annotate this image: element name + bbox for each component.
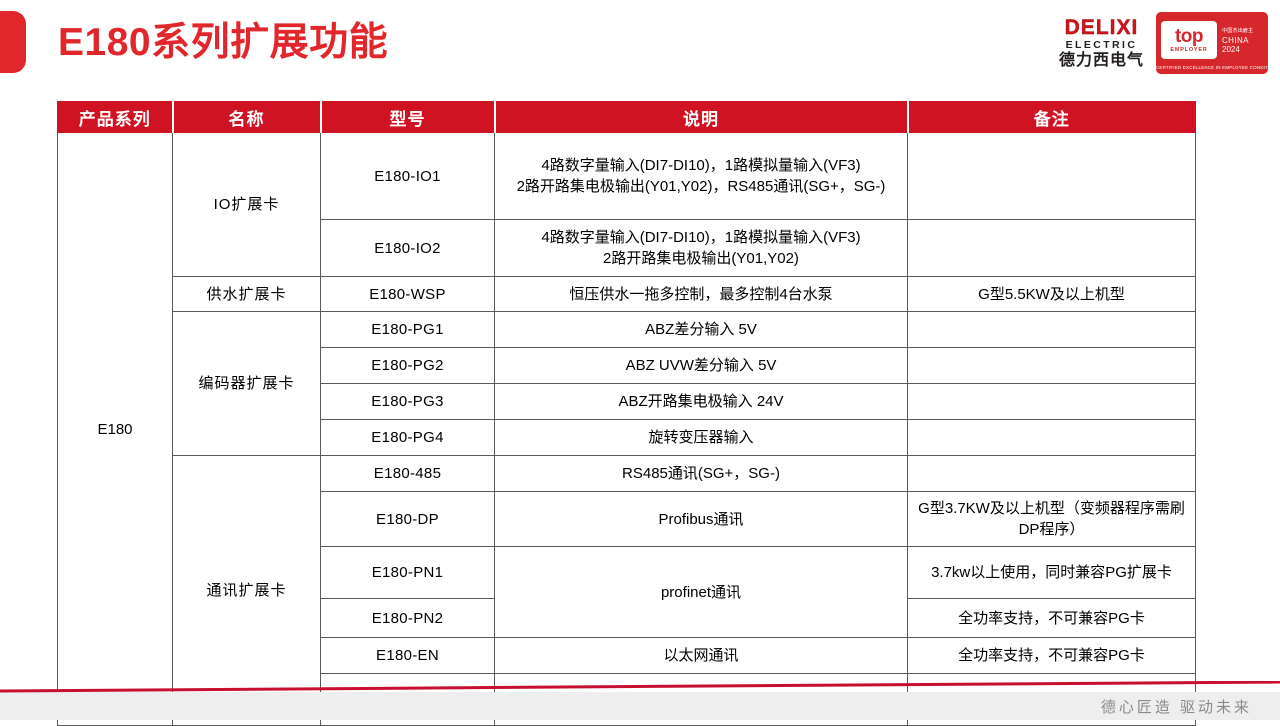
spec-table: 产品系列 名称 型号 说明 备注 E180 IO扩展卡 E180-IO1 4路数… <box>57 101 1196 726</box>
cell-model: E180-PG4 <box>320 419 495 456</box>
cell-description: 恒压供水一拖多控制，最多控制4台水泵 <box>494 276 908 312</box>
cell-model: E180-PG1 <box>320 311 495 348</box>
cell-description: ABZ差分输入 5V <box>494 311 908 348</box>
table-row: E180-IO2 4路数字量输入(DI7-DI10)，1路模拟量输入(VF3) 2… <box>58 219 1196 277</box>
delixi-logo: DELIXI ELECTRIC 德力西电气 <box>1059 17 1144 70</box>
table-row: E180-PG4 旋转变压器输入 <box>58 419 1196 456</box>
delixi-chinese-name: 德力西电气 <box>1058 52 1144 70</box>
cell-model: E180-PG2 <box>320 347 495 384</box>
footer-rule <box>0 681 1280 693</box>
cell-description: RS485通讯(SG+，SG-) <box>494 455 908 492</box>
cell-note <box>907 419 1196 456</box>
table-row: E180-PN1 profinet通讯 3.7kw以上使用，同时兼容PG扩展卡 <box>58 546 1196 638</box>
cell-description: 旋转变压器输入 <box>494 419 908 456</box>
top-employer-badge: top EMPLOYER 中国杰出雇主 CHINA 2024 CERTIFIED… <box>1156 12 1280 74</box>
footer-band <box>0 692 1280 720</box>
cell-note: 全功率支持，不可兼容PG卡 <box>907 637 1196 674</box>
cell-note: G型5.5KW及以上机型 <box>907 276 1196 312</box>
top-employer-top-word: top <box>1174 25 1204 47</box>
cell-description: ABZ开路集电极输入 24V <box>494 383 908 420</box>
cell-note <box>907 132 1196 220</box>
top-employer-mark: top EMPLOYER <box>1161 21 1217 59</box>
cell-note <box>907 219 1196 277</box>
cell-description: 4路数字量输入(DI7-DI10)，1路模拟量输入(VF3) 2路开路集电极输出(… <box>494 219 908 277</box>
top-employer-region-cn: 中国杰出雇主 <box>1222 27 1254 34</box>
cell-description: 以太网通讯 <box>494 637 908 674</box>
spec-table-container: 产品系列 名称 型号 说明 备注 E180 IO扩展卡 E180-IO1 4路数… <box>57 101 1196 726</box>
cell-note <box>907 347 1196 384</box>
cell-model: E180-PG3 <box>320 383 495 420</box>
cell-model: E180-EN <box>320 637 495 674</box>
cell-note: G型3.7KW及以上机型（变频器程序需刷DP程序） <box>907 491 1196 547</box>
top-employer-region: 中国杰出雇主 CHINA 2024 <box>1222 27 1253 54</box>
top-employer-main: top EMPLOYER 中国杰出雇主 CHINA 2024 <box>1156 12 1268 65</box>
top-employer-strip: CERTIFIED EXCELLENCE IN EMPLOYEE CONDITI… <box>1156 65 1280 70</box>
cell-model: E180-DP <box>320 491 495 547</box>
top-employer-region-en: CHINA <box>1222 35 1249 45</box>
column-header-series: 产品系列 <box>57 101 173 133</box>
cell-note: 3.7kw以上使用，同时兼容PG扩展卡 <box>907 546 1196 599</box>
cell-note <box>907 311 1196 348</box>
table-row: 编码器扩展卡 E180-PG1 ABZ差分输入 5V <box>58 311 1196 456</box>
footer-slogan: 德心匠造 驱动未来 <box>1100 699 1252 716</box>
cell-model: E180-WSP <box>320 276 495 312</box>
delixi-wordmark: DELIXI <box>1064 15 1139 39</box>
table-header-row: 产品系列 名称 型号 说明 备注 <box>57 101 1196 133</box>
cell-model: E180-PN1 <box>320 546 495 599</box>
top-employer-employer-word: EMPLOYER <box>1170 46 1208 53</box>
table-row: 通讯扩展卡 E180-485 RS485通讯(SG+，SG-) <box>58 455 1196 726</box>
cell-model: E180-PN2 <box>320 598 495 638</box>
column-header-note: 备注 <box>907 101 1196 133</box>
cell-model: E180-IO2 <box>320 219 495 277</box>
table-row: 供水扩展卡 E180-WSP 恒压供水一拖多控制，最多控制4台水泵 G型5.5K… <box>58 276 1196 312</box>
cell-description: profinet通讯 <box>494 546 908 638</box>
cell-description: ABZ UVW差分输入 5V <box>494 347 908 384</box>
brand-logos: DELIXI ELECTRIC 德力西电气 top EMPLOYER 中国杰出雇… <box>1059 12 1280 74</box>
table-row: E180-EN 以太网通讯 全功率支持，不可兼容PG卡 <box>58 637 1196 674</box>
cell-group-name: 编码器扩展卡 <box>172 311 321 456</box>
column-header-name: 名称 <box>171 101 322 133</box>
cell-description: 4路数字量输入(DI7-DI10)，1路模拟量输入(VF3) 2路开路集电极输出(… <box>494 132 908 220</box>
table-row: E180-PG3 ABZ开路集电极输入 24V <box>58 383 1196 420</box>
cell-model: E180-IO1 <box>320 132 495 220</box>
cell-group-name: IO扩展卡 <box>172 132 321 277</box>
cell-group-name: 供水扩展卡 <box>172 276 321 312</box>
table-row: E180-DP Profibus通讯 G型3.7KW及以上机型（变频器程序需刷D… <box>58 491 1196 547</box>
cell-note <box>907 455 1196 492</box>
cell-group-name: 通讯扩展卡 <box>172 455 321 726</box>
column-header-model: 型号 <box>319 101 496 133</box>
page-title: E180系列扩展功能 <box>58 21 389 64</box>
top-employer-year: 2024 <box>1222 44 1240 54</box>
table-row: E180-PG2 ABZ UVW差分输入 5V <box>58 347 1196 384</box>
cell-note: 全功率支持，不可兼容PG卡 <box>907 598 1196 638</box>
cell-note <box>907 383 1196 420</box>
column-header-description: 说明 <box>493 101 909 133</box>
cell-model: E180-485 <box>320 455 495 492</box>
table-row: E180-PN2 全功率支持，不可兼容PG卡 <box>58 598 1196 638</box>
cell-series: E180 <box>57 132 173 726</box>
cell-description: Profibus通讯 <box>494 491 908 547</box>
delixi-subtitle: ELECTRIC <box>1065 38 1138 51</box>
table-body: E180 IO扩展卡 E180-IO1 4路数字量输入(DI7-DI10)，1路… <box>57 132 1196 726</box>
table-row: E180 IO扩展卡 E180-IO1 4路数字量输入(DI7-DI10)，1路… <box>57 132 1196 726</box>
title-accent-bar <box>0 11 26 73</box>
